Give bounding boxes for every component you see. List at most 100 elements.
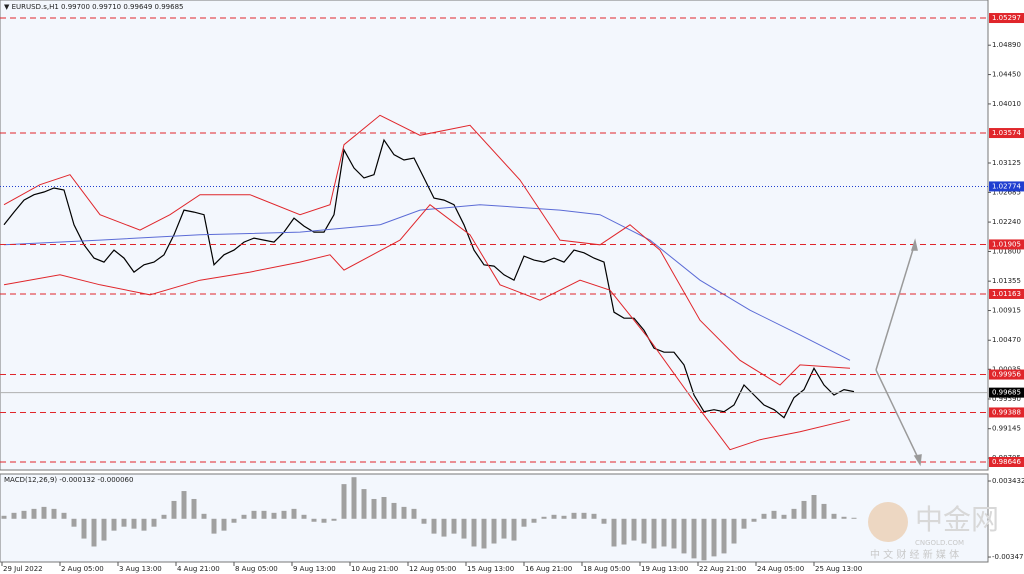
macd-bar <box>731 518 737 544</box>
macd-bar <box>701 518 707 561</box>
macd-bar <box>411 508 417 519</box>
level-label: 1.02774 <box>992 182 1021 190</box>
y-tick-label: 1.00470 <box>992 336 1021 344</box>
arrow-down <box>875 369 921 463</box>
macd-bar <box>161 514 167 519</box>
level-label: 1.01905 <box>992 240 1021 248</box>
macd-bar <box>541 516 547 519</box>
macd-bar <box>251 510 257 519</box>
macd-panel <box>0 473 989 563</box>
macd-bar <box>781 514 787 519</box>
macd-bar <box>831 513 837 519</box>
macd-bar <box>371 498 377 519</box>
level-label: 0.99685 <box>992 389 1021 397</box>
macd-bar <box>601 518 607 524</box>
y-tick-label: 1.01355 <box>992 277 1021 285</box>
macd-bar <box>471 518 477 547</box>
level-label-box <box>989 387 1024 398</box>
macd-bar <box>241 514 247 519</box>
macd-bar <box>661 518 667 547</box>
level-label-box <box>989 407 1024 418</box>
price-line <box>3 204 851 361</box>
chart-title: ▼ EURUSD.s,H1 0.99700 0.99710 0.99649 0.… <box>4 3 183 11</box>
macd-bar <box>351 477 357 519</box>
macd-bar <box>771 510 777 519</box>
macd-bar <box>631 518 637 541</box>
level-label: 0.98646 <box>992 458 1021 466</box>
forecast-arrows <box>875 238 922 467</box>
arrowhead <box>910 238 918 251</box>
macd-bar <box>451 518 457 534</box>
macd-bar <box>481 518 487 549</box>
level-label-box <box>989 369 1024 380</box>
level-label-box <box>989 128 1024 139</box>
macd-bar <box>181 491 187 519</box>
macd-bar <box>11 512 17 519</box>
level-label: 1.01163 <box>992 290 1021 298</box>
macd-bar <box>21 510 27 519</box>
macd-bar <box>581 512 587 519</box>
macd-bar <box>401 506 407 519</box>
y-tick-label: 0.99590 <box>992 395 1021 403</box>
macd-bar <box>711 518 717 557</box>
macd-bar <box>81 518 87 539</box>
macd-bar <box>791 508 797 519</box>
macd-bar <box>591 513 597 519</box>
macd-bar <box>721 518 727 554</box>
macd-bar <box>221 518 227 531</box>
macd-bar <box>851 517 857 519</box>
macd-bar <box>31 508 37 519</box>
level-label: 1.05297 <box>992 14 1021 22</box>
x-tick-label: 4 Aug 21:00 <box>177 565 220 573</box>
macd-bar <box>361 489 367 519</box>
level-label-box <box>989 13 1024 24</box>
macd-bar <box>71 518 77 527</box>
x-tick-label: 16 Aug 21:00 <box>525 565 572 573</box>
macd-bar <box>461 518 467 539</box>
macd-title: MACD(12,26,9) -0.000132 -0.000060 <box>4 476 133 484</box>
y-tick-label: 1.04010 <box>992 100 1021 108</box>
macd-bar <box>561 515 567 519</box>
macd-bar <box>211 518 217 534</box>
watermark-logo: 中金网 <box>915 503 999 536</box>
x-tick-label: 25 Aug 13:00 <box>815 565 862 573</box>
y-tick-label: 1.00915 <box>992 307 1021 315</box>
macd-bar <box>691 518 697 559</box>
y-tick-label: 1.01800 <box>992 247 1021 255</box>
macd-bar <box>611 518 617 547</box>
macd-bar <box>301 514 307 519</box>
level-label: 1.03574 <box>992 129 1021 137</box>
macd-bar <box>281 510 287 519</box>
macd-bar <box>641 518 647 544</box>
y-tick-label: 1.02685 <box>992 188 1021 196</box>
macd-bar <box>171 500 177 519</box>
watermark-tagline: 中 文 财 经 新 媒 体 <box>870 548 959 561</box>
macd-bar <box>141 518 147 531</box>
x-tick-label: 3 Aug 13:00 <box>119 565 162 573</box>
x-tick-label: 19 Aug 13:00 <box>641 565 688 573</box>
macd-bar <box>841 516 847 519</box>
macd-bar <box>191 498 197 519</box>
level-label-box <box>989 239 1024 250</box>
watermark: 中金网 CNGOLD.COM 中 文 财 经 新 媒 体 <box>868 502 999 561</box>
y-tick-label: 1.03125 <box>992 159 1021 167</box>
macd-bar <box>51 508 57 519</box>
macd-bar <box>501 518 507 539</box>
level-label-box <box>989 456 1024 467</box>
x-tick-label: 10 Aug 21:00 <box>351 565 398 573</box>
macd-bar <box>321 518 327 523</box>
macd-bar <box>681 518 687 554</box>
y-tick-label: 0.003432 <box>992 477 1024 485</box>
macd-bar <box>121 518 127 527</box>
macd-bar <box>651 518 657 549</box>
macd-bar <box>131 518 137 529</box>
macd-bar <box>41 506 47 519</box>
macd-bar <box>801 500 807 519</box>
macd-bar <box>551 514 557 519</box>
macd-bar <box>1 515 7 519</box>
macd-bar <box>291 508 297 519</box>
x-tick-label: 15 Aug 13:00 <box>467 565 514 573</box>
macd-bar <box>201 513 207 519</box>
price-panel <box>0 0 989 471</box>
